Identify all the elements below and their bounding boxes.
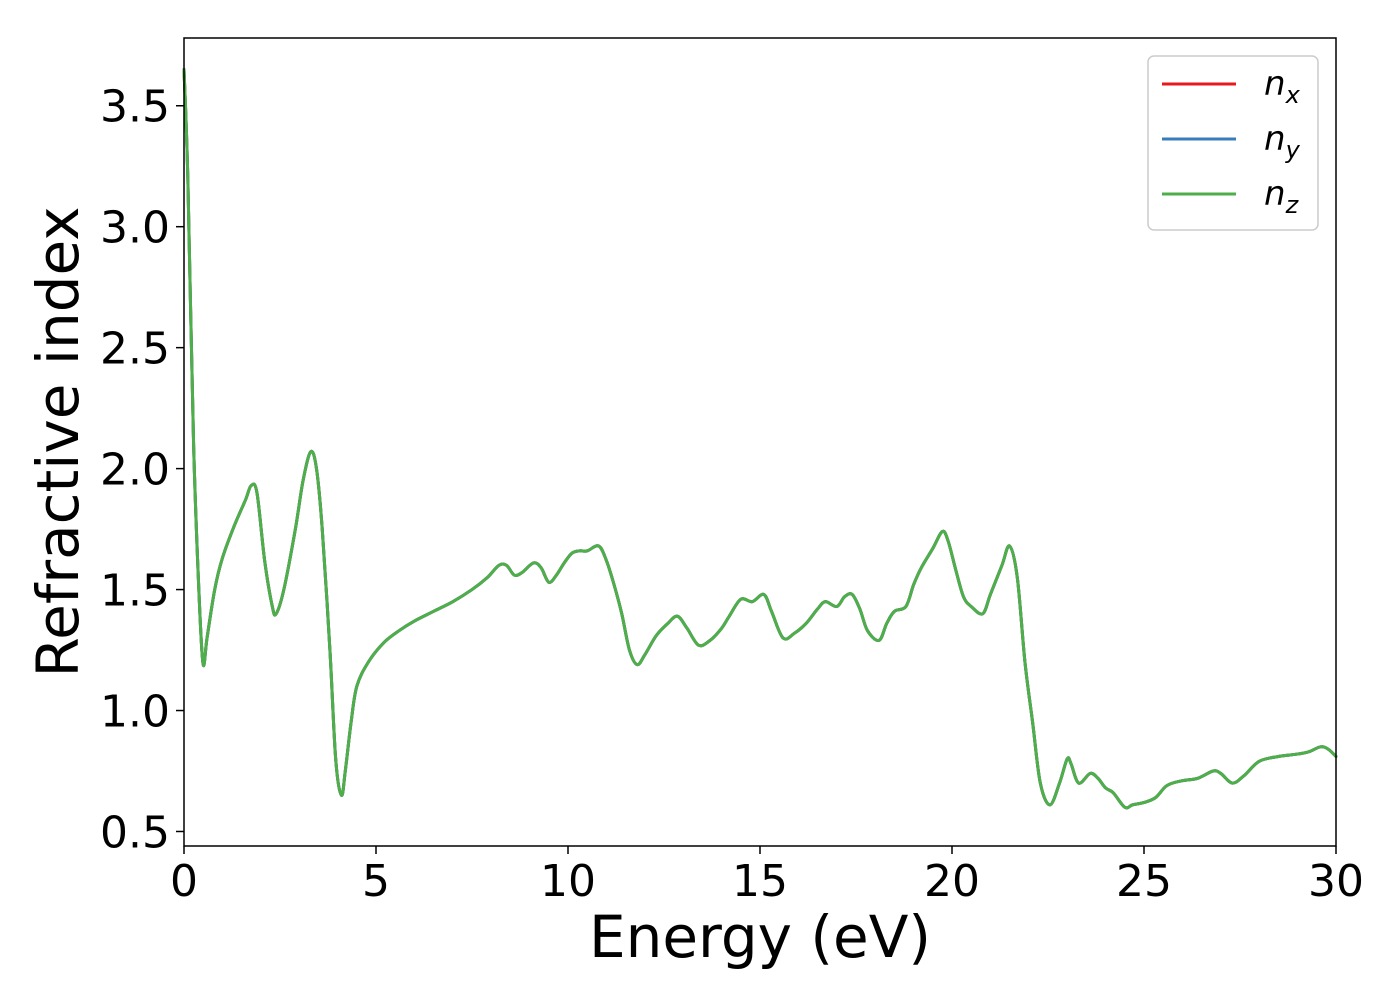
y-axis-ticks: 0.5 1.0 1.5 2.0 2.5 3.0 3.5	[100, 82, 184, 858]
legend-label-nz: nz	[1264, 174, 1300, 219]
y-axis-label: Refractive index	[24, 206, 92, 677]
x-tick-label: 25	[1116, 856, 1172, 907]
x-tick-label: 0	[170, 856, 198, 907]
x-tick-label: 5	[362, 856, 390, 907]
y-tick-label: 0.5	[100, 807, 170, 858]
y-tick-label: 2.5	[100, 324, 170, 375]
legend-box	[1147, 55, 1319, 231]
series-layer	[182, 67, 1338, 810]
legend-label-ny: ny	[1264, 119, 1301, 164]
y-tick-label: 1.0	[100, 687, 170, 738]
x-axis-ticks: 0 5 10 15 20 25 30	[170, 846, 1364, 907]
x-tick-label: 15	[732, 856, 788, 907]
legend: nx ny nz	[1147, 55, 1319, 231]
x-tick-label: 20	[924, 856, 980, 907]
legend-label-nx: nx	[1264, 64, 1301, 109]
y-tick-label: 1.5	[100, 566, 170, 617]
x-tick-label: 30	[1308, 856, 1364, 907]
y-tick-label: 2.0	[100, 445, 170, 496]
x-tick-label: 10	[540, 856, 596, 907]
y-tick-label: 3.0	[100, 203, 170, 254]
x-axis-label: Energy (eV)	[589, 903, 931, 971]
series-line-nz	[182, 67, 1338, 810]
y-tick-label: 3.5	[100, 82, 170, 133]
